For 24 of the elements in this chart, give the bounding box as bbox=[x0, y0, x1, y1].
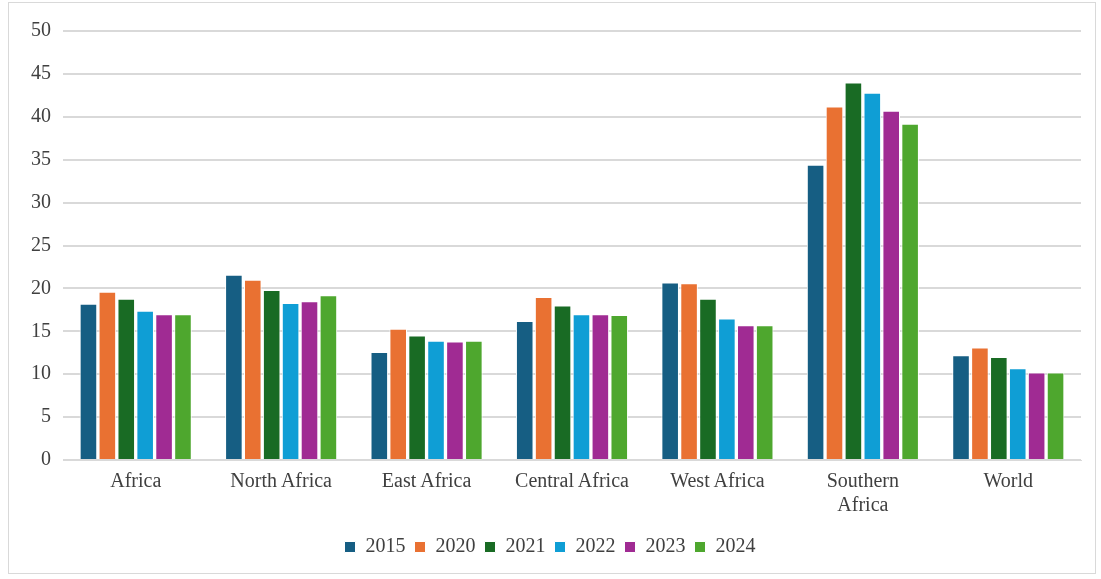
legend-label: 2021 bbox=[505, 534, 546, 557]
y-tick-label: 15 bbox=[31, 318, 51, 341]
y-tick-label: 30 bbox=[31, 189, 51, 212]
y-tick-label: 50 bbox=[31, 18, 51, 41]
legend-label: 2022 bbox=[575, 534, 616, 557]
x-tick-label: World bbox=[983, 469, 1034, 492]
y-tick-label: 20 bbox=[31, 275, 51, 298]
y-tick-label: 5 bbox=[41, 404, 51, 427]
x-tick-label: North Africa bbox=[230, 469, 333, 492]
x-tick-label: East Africa bbox=[381, 469, 472, 492]
legend-label: 2024 bbox=[715, 534, 756, 557]
x-tick-label: Central Africa bbox=[515, 469, 630, 492]
y-tick-label: 35 bbox=[31, 146, 51, 169]
x-tick-label: Africa bbox=[110, 469, 162, 492]
x-tick-label: Southern Africa bbox=[826, 469, 899, 516]
legend-label: 2015 bbox=[365, 534, 406, 557]
y-tick-label: 45 bbox=[31, 61, 51, 84]
x-tick-label: West Africa bbox=[670, 469, 765, 492]
y-tick-label: 25 bbox=[31, 232, 51, 255]
y-tick-label: 40 bbox=[31, 104, 51, 127]
y-tick-label: 10 bbox=[31, 361, 51, 384]
y-tick-label: 0 bbox=[41, 447, 51, 470]
legend-label: 2020 bbox=[435, 534, 476, 557]
legend-label: 2023 bbox=[645, 534, 686, 557]
